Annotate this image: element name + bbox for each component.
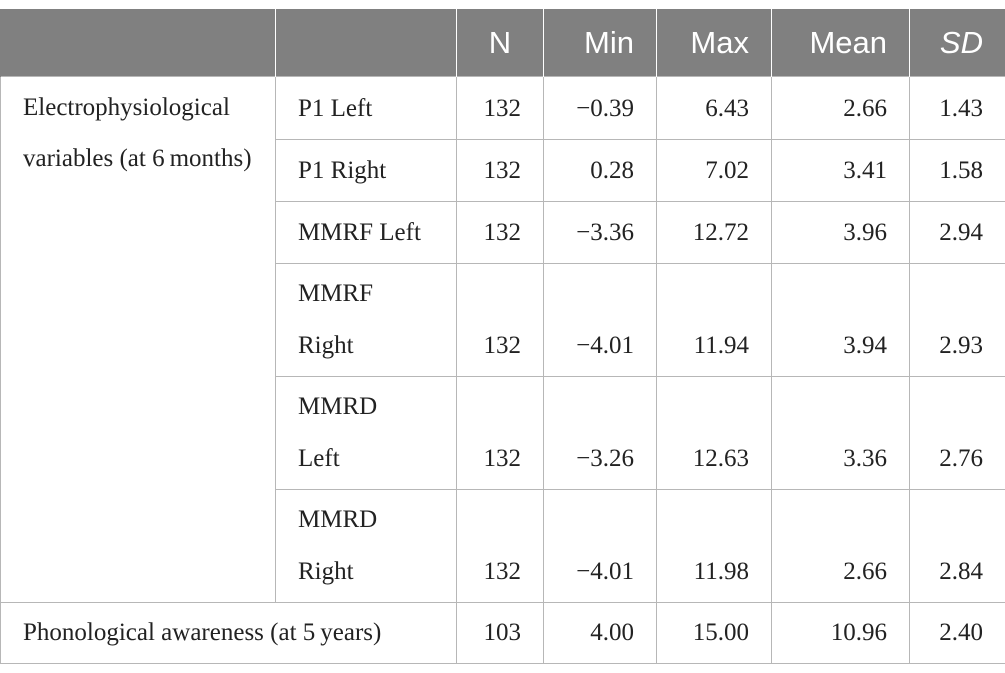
cell-sd: 2.40 [909, 602, 1005, 664]
cell-mean: 10.96 [771, 602, 910, 664]
header-max: Max [656, 9, 772, 77]
cell-sd: 1.58 [909, 139, 1005, 202]
header-sd: SD [909, 9, 1005, 77]
variable-label: MMRD Left [275, 376, 457, 490]
cell-min: −4.01 [543, 263, 657, 377]
cell-max: 12.63 [656, 376, 772, 490]
header-variable [275, 9, 457, 77]
variable-label: P1 Left [275, 76, 457, 140]
cell-n: 132 [456, 139, 544, 202]
cell-max: 7.02 [656, 139, 772, 202]
cell-mean: 2.66 [771, 76, 910, 140]
table-row: MMRF Left 132 −3.36 12.72 3.96 2.94 [1, 201, 1005, 264]
summary-label: Phonological awareness (at 5 years) [0, 602, 457, 664]
cell-sd: 1.43 [909, 76, 1005, 140]
cell-mean: 3.96 [771, 201, 910, 264]
header-mean: Mean [771, 9, 910, 77]
cell-min: −3.36 [543, 201, 657, 264]
cell-max: 15.00 [656, 602, 772, 664]
cell-mean: 3.36 [771, 376, 910, 490]
cell-n: 132 [456, 76, 544, 140]
cell-max: 12.72 [656, 201, 772, 264]
cell-n: 132 [456, 263, 544, 377]
cell-sd: 2.76 [909, 376, 1005, 490]
descriptive-stats-table: N Min Max Mean SD Electrophysiological v… [0, 9, 1005, 664]
cell-n: 132 [456, 376, 544, 490]
cell-mean: 2.66 [771, 489, 910, 603]
header-group [0, 9, 276, 77]
header-n: N [456, 9, 544, 77]
cell-n: 132 [456, 201, 544, 264]
cell-mean: 3.94 [771, 263, 910, 377]
cell-n: 132 [456, 489, 544, 603]
variable-label: MMRF Right [275, 263, 457, 377]
variable-label: MMRD Right [275, 489, 457, 603]
cell-min: −3.26 [543, 376, 657, 490]
cell-min: 0.28 [543, 139, 657, 202]
cell-sd: 2.84 [909, 489, 1005, 603]
cell-max: 11.98 [656, 489, 772, 603]
cell-mean: 3.41 [771, 139, 910, 202]
cell-min: 4.00 [543, 602, 657, 664]
cell-sd: 2.93 [909, 263, 1005, 377]
cell-min: −4.01 [543, 489, 657, 603]
table-row: MMRD Left 132 −3.26 12.63 3.36 2.76 [1, 376, 1005, 490]
cell-max: 6.43 [656, 76, 772, 140]
variable-label: P1 Right [275, 139, 457, 202]
table-row: MMRF Right 132 −4.01 11.94 3.94 2.93 [1, 263, 1005, 377]
cell-n: 103 [456, 602, 544, 664]
cell-max: 11.94 [656, 263, 772, 377]
header-row: N Min Max Mean SD [0, 9, 1005, 77]
group-label: Electrophysiological variables (at 6 mon… [0, 76, 276, 603]
table-row: MMRD Right 132 −4.01 11.98 2.66 2.84 [1, 489, 1005, 603]
summary-row: Phonological awareness (at 5 years) 103 … [0, 602, 1005, 664]
cell-sd: 2.94 [909, 201, 1005, 264]
header-min: Min [543, 9, 657, 77]
table-row: Electrophysiological variables (at 6 mon… [0, 76, 1005, 603]
variable-label: MMRF Left [275, 201, 457, 264]
cell-min: −0.39 [543, 76, 657, 140]
